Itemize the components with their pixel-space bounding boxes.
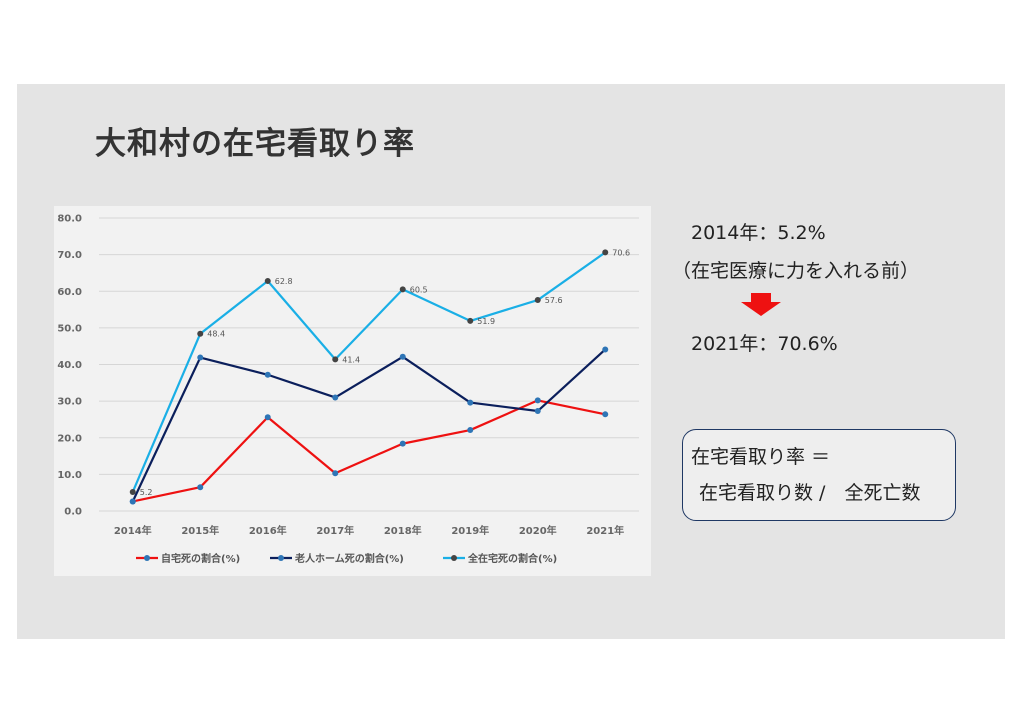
- data-point: [534, 297, 541, 304]
- x-tick-label: 2021年: [586, 524, 624, 537]
- note-before-homecare: （在宅医療に力を入れる前）: [672, 260, 920, 282]
- data-point: [467, 427, 474, 434]
- x-tick-label: 2019年: [451, 524, 489, 537]
- data-point: [534, 397, 541, 404]
- y-tick-label: 0.0: [64, 507, 82, 518]
- data-label: 5.2: [140, 488, 153, 497]
- legend-swatch-marker: [144, 555, 150, 561]
- data-point: [264, 371, 271, 378]
- data-point: [534, 408, 541, 415]
- slide-title: 大和村の在宅看取り率: [95, 126, 415, 162]
- y-tick-label: 40.0: [57, 360, 82, 371]
- data-label: 70.6: [612, 248, 630, 257]
- formula-definition: 在宅看取り率 ＝: [691, 446, 831, 468]
- data-label: 41.4: [342, 355, 360, 364]
- y-tick-label: 50.0: [57, 323, 82, 334]
- y-tick-label: 60.0: [57, 287, 82, 298]
- data-label: 48.4: [207, 330, 225, 339]
- note-2021: 2021年：70.6%: [691, 333, 838, 355]
- series-line-2: [131, 251, 606, 493]
- data-point: [332, 470, 339, 477]
- x-axis-ticks: 2014年 2015年 2016年 2017年 2018年 2019年 2020年 2021年: [114, 524, 624, 537]
- formula-expression: 在宅看取り数 / 全死亡数: [699, 482, 921, 504]
- y-tick-label: 80.0: [57, 214, 82, 225]
- y-axis-ticks: 0.0 10.0 20.0 30.0 40.0 50.0 60.0 70.0 80.0: [57, 214, 82, 518]
- line-chart: 0.0 10.0 20.0 30.0 40.0 50.0 60.0 70.0 80.0 2014…: [57, 214, 639, 565]
- data-point: [602, 346, 609, 353]
- x-tick-label: 2017年: [316, 524, 354, 537]
- legend-swatch-marker: [278, 555, 284, 561]
- y-tick-label: 10.0: [57, 470, 82, 481]
- note-2014: 2014年：5.2%: [691, 222, 826, 244]
- legend-label: 自宅死の割合(%): [161, 552, 240, 565]
- data-point: [129, 498, 136, 505]
- y-tick-label: 20.0: [57, 433, 82, 444]
- data-point: [129, 488, 136, 495]
- data-point: [602, 411, 609, 418]
- legend-label: 全在宅死の割合(%): [467, 552, 557, 565]
- x-tick-label: 2014年: [114, 524, 152, 537]
- data-point: [399, 353, 406, 360]
- y-tick-label: 70.0: [57, 250, 82, 261]
- x-tick-label: 2015年: [181, 524, 219, 537]
- data-point: [264, 414, 271, 421]
- data-point: [332, 356, 339, 363]
- y-tick-label: 30.0: [57, 397, 82, 408]
- chart-panel: 0.0 10.0 20.0 30.0 40.0 50.0 60.0 70.0 80.0 2014…: [54, 206, 651, 576]
- data-point: [264, 277, 271, 284]
- legend-swatch-marker: [451, 555, 457, 561]
- legend: 自宅死の割合(%) 老人ホーム死の割合(%) 全在宅死の割合(%): [136, 552, 557, 565]
- data-label: 57.6: [545, 296, 563, 305]
- series-line-1: [131, 348, 606, 502]
- data-point: [197, 484, 204, 491]
- legend-label: 老人ホーム死の割合(%): [294, 552, 404, 565]
- data-point: [467, 399, 474, 406]
- x-tick-label: 2020年: [519, 524, 557, 537]
- series-line-0: [132, 399, 606, 503]
- data-point: [467, 317, 474, 324]
- series-lines: [129, 249, 609, 505]
- data-point: [399, 440, 406, 447]
- x-tick-label: 2018年: [384, 524, 422, 537]
- down-arrow-icon: [741, 293, 781, 316]
- data-point: [197, 354, 204, 361]
- formula-box: 在宅看取り率 ＝ 在宅看取り数 / 全死亡数: [682, 429, 956, 521]
- x-tick-label: 2016年: [249, 524, 287, 537]
- data-label: 51.9: [477, 317, 495, 326]
- data-point: [399, 286, 406, 293]
- slide: 大和村の在宅看取り率 0.0 10.0 20.0 30.0 40.0 50.0 60.0 70…: [17, 84, 1005, 639]
- data-labels: 5.2 48.4 62.8 41.4 60.5 51.9 57.6 70.6: [140, 248, 630, 497]
- data-point: [602, 249, 609, 256]
- data-label: 62.8: [275, 277, 293, 286]
- data-point: [332, 394, 339, 401]
- data-label: 60.5: [410, 285, 428, 294]
- gridlines: [99, 217, 639, 512]
- data-point: [197, 330, 204, 337]
